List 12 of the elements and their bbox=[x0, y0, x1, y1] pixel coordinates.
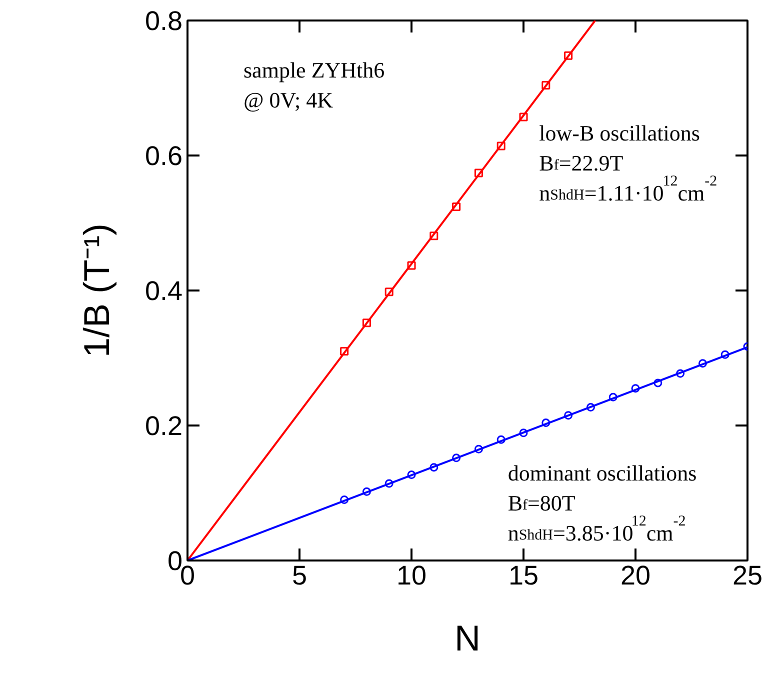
x-tick-label: 15 bbox=[508, 560, 539, 590]
y-axis-title: 1/B (T⁻¹) bbox=[76, 223, 117, 358]
x-tick-label: 10 bbox=[396, 560, 427, 590]
y-tick-label: 0.2 bbox=[144, 411, 183, 441]
y-tick-label: 0.8 bbox=[144, 6, 183, 36]
x-axis-title: N bbox=[454, 618, 480, 658]
x-tick-label: 25 bbox=[732, 560, 763, 590]
annotation: sample ZYHth6 @ 0V; 4K bbox=[244, 58, 385, 113]
x-tick-label: 5 bbox=[292, 560, 308, 590]
y-tick-label: 0.6 bbox=[144, 141, 183, 171]
x-tick-label: 20 bbox=[620, 560, 651, 590]
y-tick-label: 0.4 bbox=[144, 276, 183, 306]
